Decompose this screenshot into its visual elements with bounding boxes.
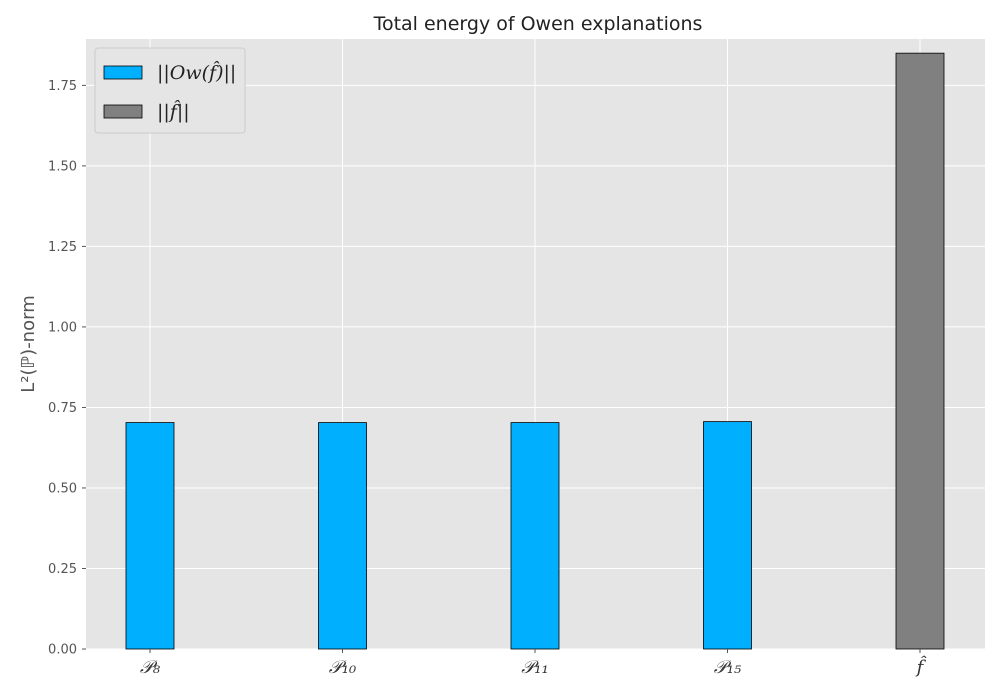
x-tick-label: f̂ <box>915 655 927 678</box>
x-tick-label: 𝒫₁₀ <box>329 657 356 678</box>
y-tick-label: 0.50 <box>48 481 77 496</box>
bar-norm-4 <box>895 52 945 650</box>
y-tick-label: 1.50 <box>48 159 77 174</box>
y-tick-label: 1.25 <box>48 240 77 255</box>
y-tick-label: 0.00 <box>48 643 77 658</box>
legend-label-norm: ||f̂|| <box>157 100 190 123</box>
bar-owen-3 <box>703 421 752 650</box>
y-tick-label: 0.25 <box>48 562 77 577</box>
y-tick-label: 1.75 <box>48 79 77 94</box>
x-tick-label: 𝒫₁₁ <box>521 657 548 678</box>
bars <box>125 52 945 650</box>
bar-owen-2 <box>510 422 560 650</box>
x-tick-label: 𝒫₁₅ <box>714 657 741 678</box>
y-tick-label: 0.75 <box>48 401 77 416</box>
y-tick-label: 1.00 <box>48 320 77 335</box>
y-axis-label: L²(ℙ)-norm <box>18 295 39 392</box>
bar-owen-1 <box>318 422 367 650</box>
x-tick-label: 𝒫₈ <box>140 657 161 678</box>
legend-label-owen: ||Ow(f̂)|| <box>157 61 236 84</box>
y-axis-ticks: 0.00 0.25 0.50 0.75 1.00 1.25 1.50 1.75 <box>48 79 86 658</box>
legend-swatch-owen <box>103 65 143 80</box>
legend: ||Ow(f̂)|| ||f̂|| <box>94 47 246 134</box>
legend-swatch-norm <box>103 104 143 119</box>
x-axis-ticks: 𝒫₈ 𝒫₁₀ 𝒫₁₁ 𝒫₁₅ f̂ <box>140 649 927 678</box>
chart-title: Total energy of Owen explanations <box>373 13 703 35</box>
bar-owen-0 <box>125 422 175 650</box>
